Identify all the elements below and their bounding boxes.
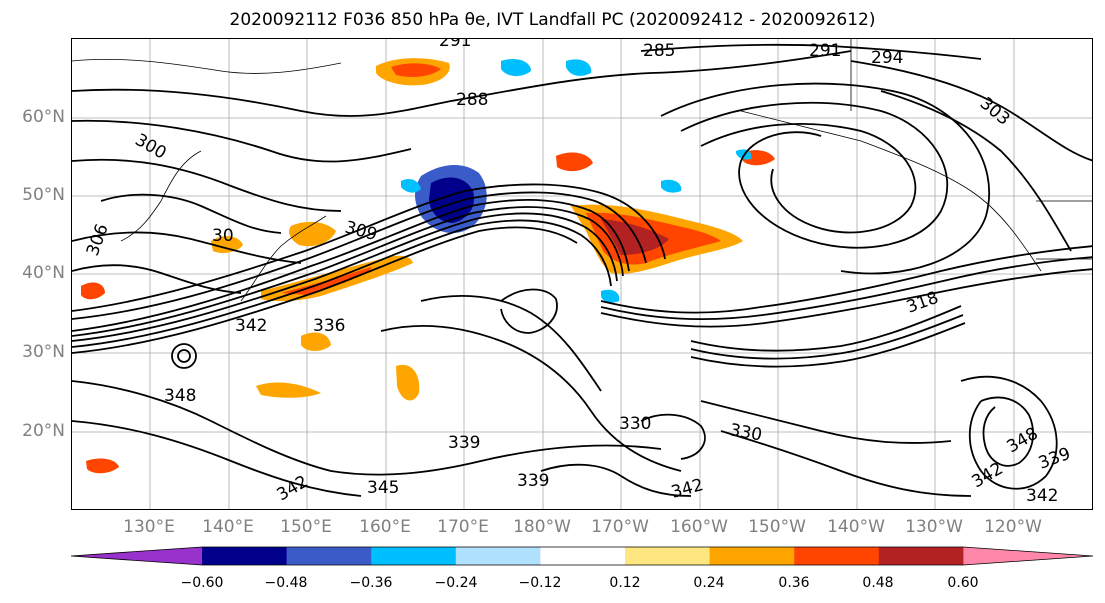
contour-label: 336 xyxy=(313,316,345,336)
colorbar-cell xyxy=(202,547,288,565)
colorbar-cell xyxy=(878,547,964,565)
contour-label: 318 xyxy=(904,288,941,318)
contour-label: 342 xyxy=(235,316,267,336)
contour-label: 348 xyxy=(1004,424,1042,458)
colorbar-tick-label: 0.24 xyxy=(693,575,725,591)
contour-label: 294 xyxy=(871,48,903,68)
colorbar-tick-label: 0.60 xyxy=(947,575,979,591)
colorbar-outline xyxy=(70,546,1094,566)
colorbar-cell xyxy=(709,547,795,565)
lat-label-20n: 20°N xyxy=(22,421,65,441)
lon-label-150e: 150°E xyxy=(280,517,332,537)
lon-label-140w: 140°W xyxy=(827,517,885,537)
graticule xyxy=(72,39,1092,509)
lon-label-120w: 120°W xyxy=(984,517,1042,537)
contour-label: 342 xyxy=(274,472,312,506)
contour-label: 306 xyxy=(83,221,113,258)
contour-label: 342 xyxy=(1026,486,1058,506)
colorbar-cells xyxy=(70,546,1094,566)
contour-label: 345 xyxy=(367,478,399,498)
colorbar-extend-high xyxy=(963,547,1093,565)
colorbar xyxy=(70,546,1094,566)
lon-label-140e: 140°E xyxy=(202,517,254,537)
colorbar-cell xyxy=(371,547,457,565)
lon-label-150w: 150°W xyxy=(748,517,806,537)
lon-label-160w: 160°W xyxy=(670,517,728,537)
contour-label: 330 xyxy=(728,420,763,445)
contour-label: 288 xyxy=(456,90,488,110)
contour-labels: 291 285 291 294 288 300 303 306 309 30 3… xyxy=(83,39,1073,506)
lat-label-40n: 40°N xyxy=(22,263,65,283)
lon-label-130w: 130°W xyxy=(905,517,963,537)
contour-label: 285 xyxy=(643,41,675,61)
contour-label: 348 xyxy=(164,386,196,406)
lon-label-130e: 130°E xyxy=(123,517,175,537)
map-panel: 291 285 291 294 288 300 303 306 309 30 3… xyxy=(71,38,1093,510)
map-canvas: 291 285 291 294 288 300 303 306 309 30 3… xyxy=(72,39,1092,509)
contour-label: 309 xyxy=(343,218,380,246)
colorbar-tick-label: 0.36 xyxy=(778,575,810,591)
lon-label-170w: 170°W xyxy=(591,517,649,537)
lat-label-50n: 50°N xyxy=(22,185,65,205)
contour-label: 303 xyxy=(976,94,1014,130)
colorbar-tick-label: −0.12 xyxy=(518,575,562,591)
lat-label-30n: 30°N xyxy=(22,342,65,362)
colorbar-cell xyxy=(286,547,372,565)
coastlines xyxy=(72,39,1092,302)
lon-label-160e: 160°E xyxy=(359,517,411,537)
contour-label: 291 xyxy=(809,41,841,61)
colorbar-extend-low xyxy=(71,547,202,565)
map-title: 2020092112 F036 850 hPa θe, IVT Landfall… xyxy=(229,10,876,30)
contour-label: 300 xyxy=(132,130,170,164)
lon-label-180w: 180°W xyxy=(513,517,571,537)
contour-label: 30 xyxy=(212,226,234,246)
colorbar-tick-label: −0.60 xyxy=(180,575,224,591)
lat-label-60n: 60°N xyxy=(22,107,65,127)
contour-label: 339 xyxy=(517,471,549,491)
contour-label: 330 xyxy=(619,414,651,434)
colorbar-tick-label: −0.48 xyxy=(264,575,308,591)
colorbar-cell xyxy=(625,547,711,565)
colorbar-tick-label: −0.24 xyxy=(434,575,478,591)
colorbar-tick-label: 0.48 xyxy=(862,575,894,591)
colorbar-cell xyxy=(794,547,880,565)
shaded-anomalies xyxy=(81,58,775,474)
lon-label-170e: 170°E xyxy=(437,517,489,537)
colorbar-tick-label: −0.36 xyxy=(349,575,393,591)
colorbar-cell xyxy=(540,547,626,565)
contour-label: 339 xyxy=(1036,444,1073,474)
theta-e-contours xyxy=(72,43,1092,497)
colorbar-cell xyxy=(455,547,541,565)
contour-label: 339 xyxy=(448,433,480,453)
contour-label: 291 xyxy=(439,39,471,51)
colorbar-tick-label: 0.12 xyxy=(609,575,641,591)
